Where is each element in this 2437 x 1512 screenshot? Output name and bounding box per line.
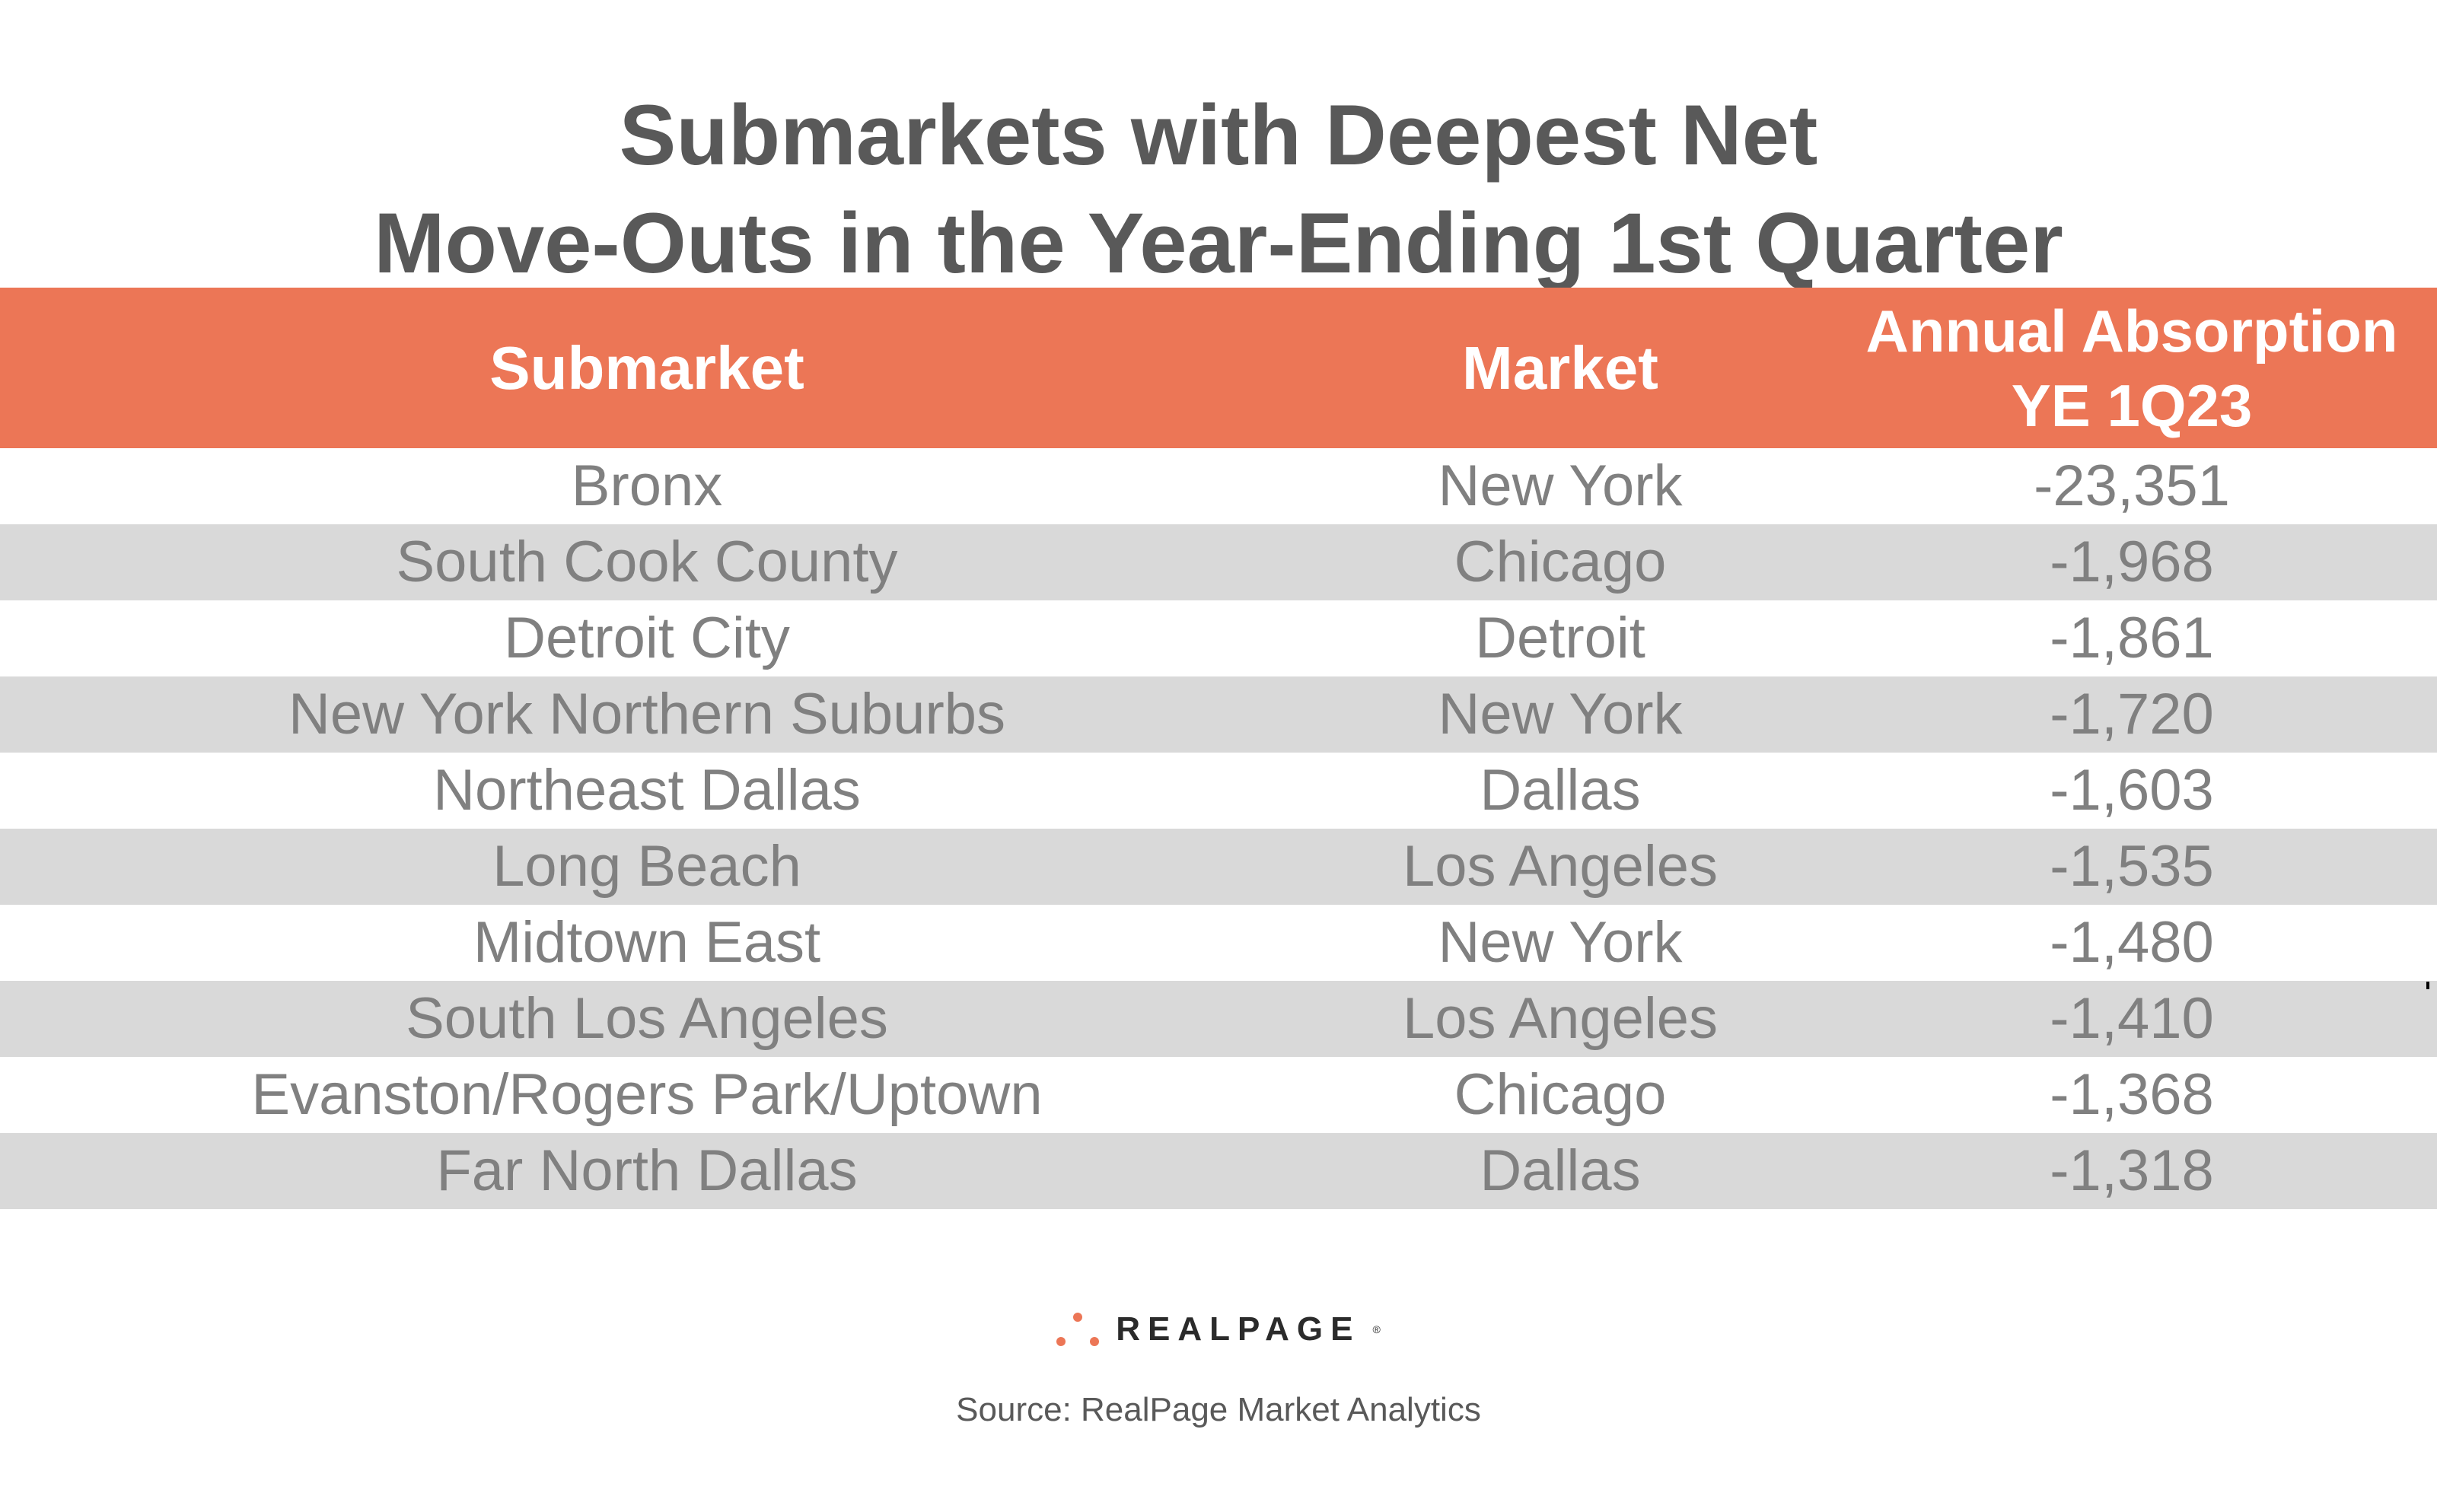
cell-submarket: Far North Dallas xyxy=(436,1138,858,1203)
cell-absorption: -1,318 xyxy=(2050,1138,2214,1203)
cell-absorption: -23,351 xyxy=(2034,454,2230,518)
table-row: Midtown East New York -1,480 xyxy=(0,905,2437,981)
cell-submarket: South Los Angeles xyxy=(406,986,888,1051)
cell-submarket: New York Northern Suburbs xyxy=(288,682,1006,746)
cell-submarket: Evanston/Rogers Park/Uptown xyxy=(251,1062,1043,1127)
realpage-dots-icon xyxy=(1056,1313,1100,1346)
cell-market: New York xyxy=(1438,910,1683,975)
table-row: Far North Dallas Dallas -1,318 xyxy=(0,1133,2437,1209)
cell-absorption: -1,480 xyxy=(2050,910,2214,975)
chart-title-line-1: Submarkets with Deepest Net xyxy=(619,88,1818,183)
table-row: New York Northern Suburbs New York -1,720 xyxy=(0,676,2437,753)
cell-market: Los Angeles xyxy=(1402,834,1719,899)
cell-absorption: -1,603 xyxy=(2050,758,2214,823)
cell-submarket: Bronx xyxy=(571,454,723,518)
chart-title-line-2: Move-Outs in the Year-Ending 1st Quarter xyxy=(374,196,2063,291)
cell-market: Chicago xyxy=(1454,530,1667,594)
realpage-logo: REALPAGE ® xyxy=(0,1310,2437,1348)
logo-text: REALPAGE xyxy=(1116,1310,1361,1348)
cell-market: Los Angeles xyxy=(1402,986,1719,1051)
cell-absorption: -1,368 xyxy=(2050,1062,2214,1127)
header-absorption-line-2: YE 1Q23 xyxy=(2011,371,2253,439)
table-header: Submarket Market Annual Absorption YE 1Q… xyxy=(0,288,2437,448)
cell-market: New York xyxy=(1438,454,1683,518)
cell-submarket: South Cook County xyxy=(396,530,898,594)
cell-absorption: -1,535 xyxy=(2050,834,2214,899)
cell-market: Detroit xyxy=(1475,606,1645,670)
cell-absorption: -1,968 xyxy=(2050,530,2214,594)
header-absorption-line-1: Annual Absorption xyxy=(1865,297,2398,364)
table-row: Detroit City Detroit -1,861 xyxy=(0,600,2437,676)
table-row: Northeast Dallas Dallas -1,603 xyxy=(0,753,2437,829)
table-row: Bronx New York -23,351 xyxy=(0,448,2437,524)
header-market: Market xyxy=(1462,333,1658,402)
tick-mark xyxy=(2426,982,2429,989)
cell-submarket: Northeast Dallas xyxy=(433,758,861,823)
cell-absorption: -1,410 xyxy=(2050,986,2214,1051)
cell-absorption: -1,720 xyxy=(2050,682,2214,746)
table-body: Bronx New York -23,351 South Cook County Chi… xyxy=(0,448,2437,1209)
cell-submarket: Midtown East xyxy=(473,910,821,975)
cell-market: Dallas xyxy=(1480,1138,1641,1203)
cell-market: Chicago xyxy=(1454,1062,1667,1127)
header-annual-absorption: Annual Absorption YE 1Q23 xyxy=(1827,288,2437,448)
table-row: Long Beach Los Angeles -1,535 xyxy=(0,829,2437,905)
cell-market: New York xyxy=(1438,682,1683,746)
cell-market: Dallas xyxy=(1480,758,1641,823)
table-row: Evanston/Rogers Park/Uptown Chicago -1,368 xyxy=(0,1057,2437,1133)
header-submarket: Submarket xyxy=(489,333,804,402)
data-table: Submarket Market Annual Absorption YE 1Q… xyxy=(0,288,2437,1209)
source-note: Source: RealPage Market Analytics xyxy=(956,1391,1481,1428)
cell-absorption: -1,861 xyxy=(2050,606,2214,670)
cell-submarket: Long Beach xyxy=(492,834,801,899)
table-row: South Cook County Chicago -1,968 xyxy=(0,524,2437,600)
logo-registered-mark: ® xyxy=(1372,1323,1381,1335)
table-row: South Los Angeles Los Angeles -1,410 xyxy=(0,981,2437,1057)
cell-submarket: Detroit City xyxy=(504,606,790,670)
